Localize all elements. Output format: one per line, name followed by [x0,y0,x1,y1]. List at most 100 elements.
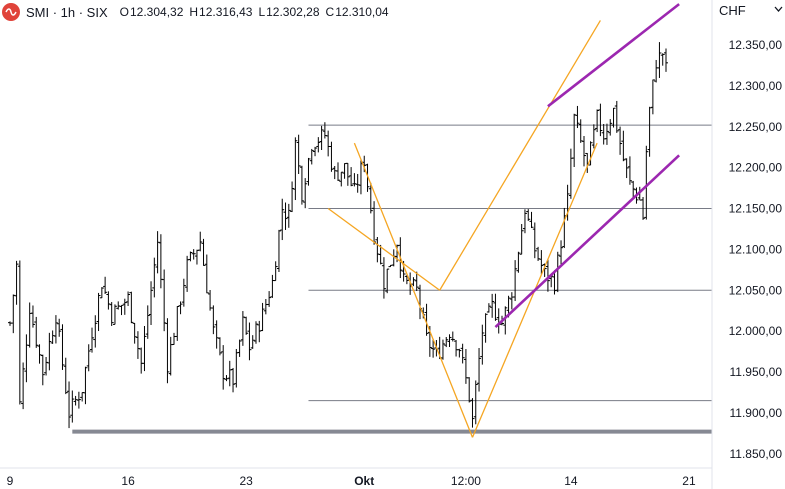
ohlc-bar [657,42,662,78]
ohlc-bar [8,321,12,326]
ohlc-bar [588,141,593,166]
price-axis[interactable]: 12.350,00 12.300,00 12.250,00 12.200,00 12.1… [729,38,783,461]
ohlc-bar [463,349,468,384]
ohlc-bar [142,326,147,372]
open-value: 12.304,32 [129,5,184,19]
price-tick-label: 11.900,00 [730,406,783,420]
ohlc-bar [529,211,534,229]
low-label: L [258,5,266,19]
ohlc-bar [90,327,94,353]
ohlc-bar [480,324,485,365]
ohlc-bar [17,260,22,405]
price-tick-label: 12.100,00 [729,242,783,256]
orange-trendline-2 [439,20,601,291]
ohlc-bar [188,251,193,262]
ohlc-bar [647,106,652,157]
open-label: O [119,5,129,19]
ohlc-bar [126,291,131,306]
ohlc-bar [381,257,386,299]
ohlc-bar [109,302,114,327]
ohlc-bar [34,316,39,348]
ohlc-bar [168,336,173,376]
ohlc-bar [319,125,324,151]
ohlc-bar [155,231,160,274]
ohlc-bar [145,305,150,339]
ohlc-bar [332,165,337,180]
currency-selector[interactable]: CHF [719,3,746,18]
close-label: C [325,5,335,19]
purple-channel-line-1 [494,154,681,328]
ohlc-bar [201,238,206,266]
ohlc-bar [352,173,357,187]
ohlc-bar [460,343,465,364]
ohlc-bar [116,301,121,310]
ohlc-bar [227,360,232,387]
ohlc-bar [664,48,668,72]
ohlc-bar [483,313,488,343]
ohlc-bar [217,337,222,356]
ohlc-bar [490,293,495,318]
ohlc-bar [296,134,301,174]
ohlc-bar [152,257,157,298]
time-axis[interactable]: 9 16 23 Okt 12:00 14 21 [7,474,696,488]
ohlc-bar [175,306,180,341]
ohlc-bar [293,137,298,201]
ohlc-bar [286,203,291,228]
time-tick-label: Okt [354,474,374,488]
ohlc-bar [516,251,521,273]
ohlc-bar [519,224,524,255]
ohlc-bar [47,332,52,371]
ohlc-bar [526,209,531,221]
ohlc-bar [591,124,596,149]
symbol-title[interactable]: SMI · 1h · SIX [26,4,108,20]
ohlc-bar [624,158,629,179]
ohlc-bar [76,391,81,409]
chevron-down-icon[interactable] [774,6,783,12]
ohlc-bar [250,335,255,349]
ohlc-bar [27,302,32,348]
price-tick-label: 11.950,00 [730,365,783,379]
time-tick-label: 12:00 [451,474,481,488]
ohlc-bar [477,348,482,392]
ohlc-bar [509,292,514,310]
orange-trendline-1 [327,207,441,291]
time-tick-label: 21 [682,474,696,488]
close-value: 12.310,04 [335,5,389,19]
ohlc-bar [601,123,606,145]
ohlc-bar [345,162,350,186]
ohlc-bar [503,306,508,335]
high-value: 12.316,43 [199,5,253,19]
ohlc-bar [44,357,49,376]
ohlc-bar [299,165,304,205]
ohlc-bar [67,381,72,429]
price-tick-label: 12.000,00 [729,324,783,338]
ohlc-bar [650,79,655,115]
ohlc-bar [326,130,331,157]
ohlc-bar [316,137,321,153]
smi-logo-icon [2,3,20,21]
ohlc-bar [618,126,623,155]
ohlc-bar [270,274,275,298]
ohlc-bar [11,294,16,334]
time-tick-label: 14 [564,474,578,488]
ohlc-bar [522,209,527,234]
ohlc-bar [631,180,636,200]
ohlc-bar [473,380,478,425]
ohlc-bar [254,321,258,344]
ohlc-bar [86,344,91,372]
ohlc-bar [263,299,268,315]
ohlc-bar [83,366,88,405]
ohlc-bar [349,167,354,187]
drawn-trendlines[interactable] [327,3,681,438]
ohlc-bar [404,274,409,285]
ohlc-bar [575,105,580,129]
ohlc-bar [375,237,380,263]
price-tick-label: 12.350,00 [729,38,783,52]
ohlc-bar [467,377,472,403]
price-tick-label: 11.850,00 [730,447,783,461]
ohlc-bar [224,375,229,382]
price-tick-label: 12.200,00 [729,161,783,175]
ohlc-bar [339,171,344,187]
ohlc-bar [162,269,167,332]
